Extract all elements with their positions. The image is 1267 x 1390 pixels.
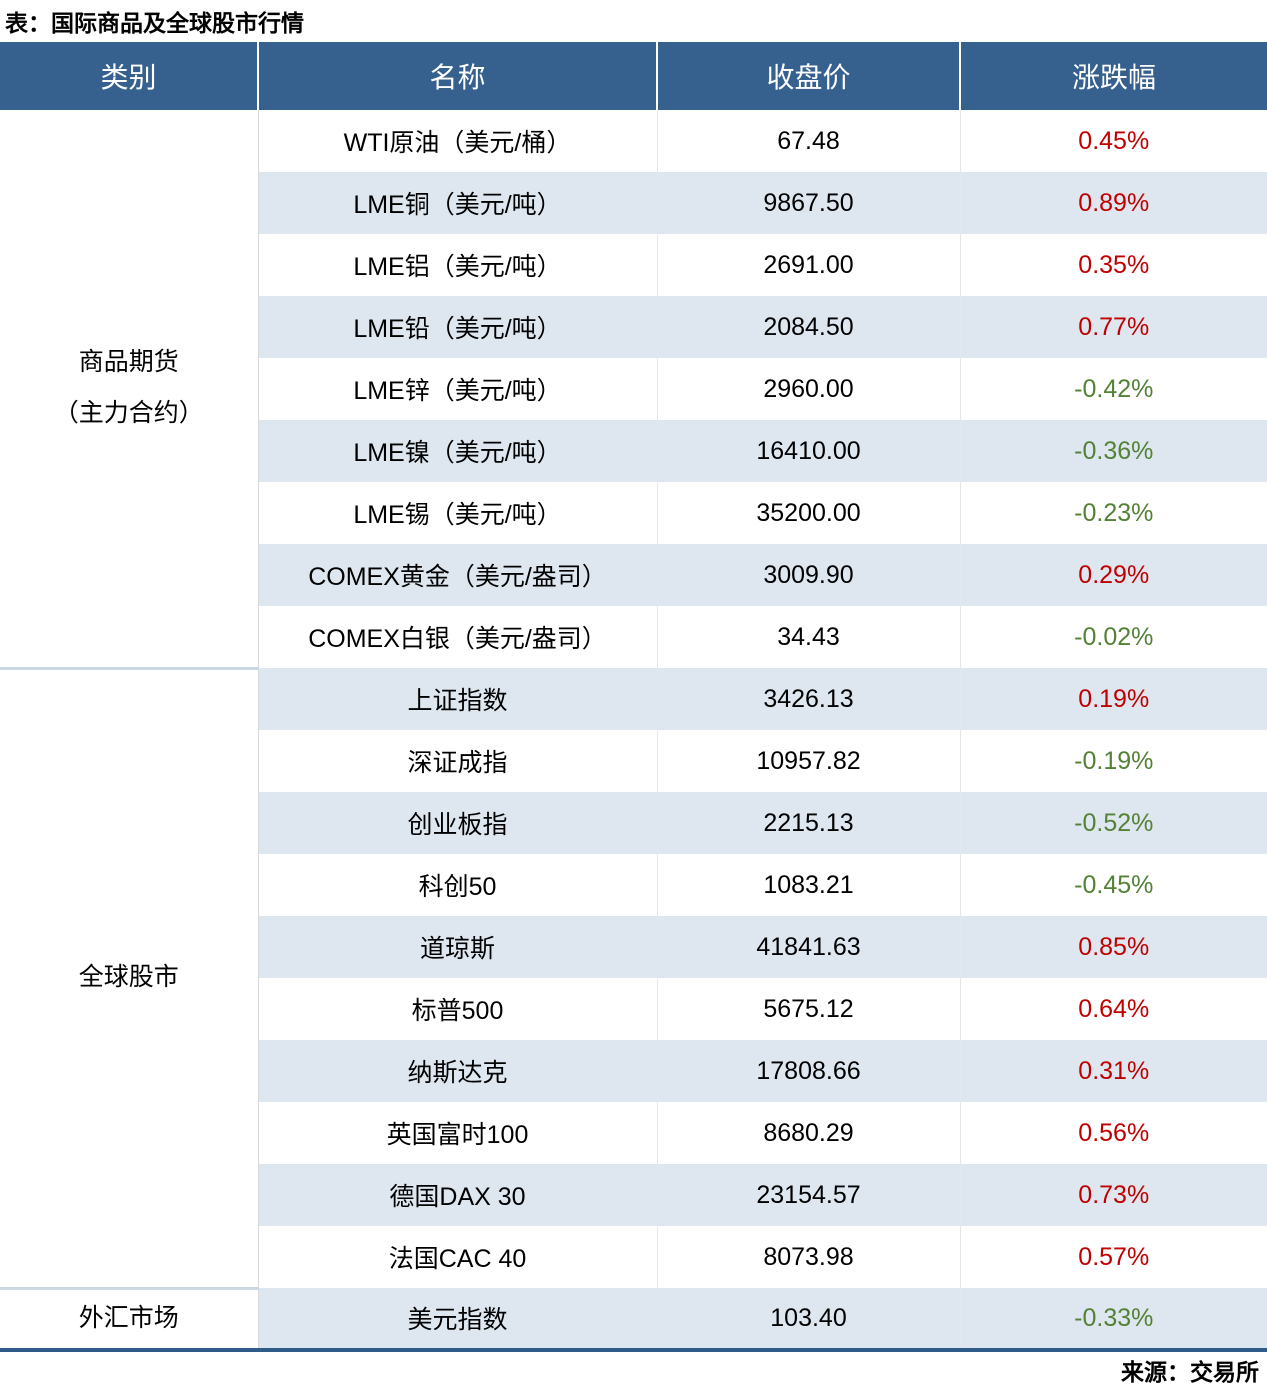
change-cell: 0.56%	[1078, 1118, 1150, 1147]
name-cell: 英国富时100	[258, 1102, 658, 1164]
table-row: 法国CAC 40 8073.98 0.57%	[0, 1226, 1267, 1288]
category-cell-commodities: 商品期货 （主力合约）	[0, 110, 259, 668]
name-cell: 纳斯达克	[258, 1040, 658, 1102]
close-cell: 8680.29	[657, 1102, 961, 1164]
change-cell: -0.33%	[960, 1288, 1267, 1350]
name-cell: 道琼斯	[258, 916, 658, 978]
column-header-name: 名称	[258, 42, 658, 110]
close-cell: 3009.90	[657, 544, 961, 606]
change-cell: 0.64%	[1078, 994, 1150, 1023]
close-cell: 8073.98	[657, 1226, 961, 1288]
change-cell: 0.73%	[960, 1164, 1267, 1226]
close-cell: 2691.00	[657, 234, 961, 296]
table-row: 全球股市 上证指数 3426.13 0.19%	[0, 666, 1267, 1288]
name-cell: LME锌（美元/吨）	[258, 358, 658, 420]
change-cell: -0.36%	[960, 420, 1267, 482]
close-cell: 35200.00	[657, 482, 961, 544]
name-cell: LME锡（美元/吨）	[258, 482, 658, 544]
name-cell: 创业板指	[258, 792, 658, 854]
close-cell: 23154.57	[657, 1164, 961, 1226]
change-cell: 0.19%	[960, 668, 1267, 730]
category-cell-global-stocks: 全球股市	[0, 666, 259, 1288]
header-row: 类别 名称 收盘价 涨跌幅	[0, 42, 1267, 110]
name-cell: COMEX黄金（美元/盎司）	[258, 544, 658, 606]
table-row: COMEX黄金（美元/盎司） 3009.90 0.29%	[0, 544, 1267, 606]
close-cell: 2960.00	[657, 358, 961, 420]
close-cell: 34.43	[657, 606, 961, 668]
close-cell: 2084.50	[657, 296, 961, 358]
change-cell: -0.52%	[960, 792, 1267, 854]
table-row: 商品期货 （主力合约） WTI原油（美元/桶） 67.48 0.45%	[0, 110, 1267, 668]
name-cell: 德国DAX 30	[258, 1164, 658, 1226]
name-cell: 科创50	[258, 854, 658, 916]
close-cell: 103.40	[657, 1288, 961, 1350]
name-cell: LME镍（美元/吨）	[258, 420, 658, 482]
name-cell: 标普500	[258, 978, 658, 1040]
change-cell: 0.57%	[1078, 1242, 1150, 1271]
close-cell: 67.48	[657, 110, 961, 172]
close-cell: 16410.00	[657, 420, 961, 482]
close-cell: 3426.13	[657, 668, 961, 730]
change-cell: -0.45%	[1074, 870, 1154, 899]
name-cell: COMEX白银（美元/盎司）	[258, 606, 658, 668]
name-cell: 美元指数	[258, 1288, 658, 1350]
change-cell: 0.35%	[1078, 250, 1150, 279]
name-cell: 深证成指	[258, 730, 658, 792]
change-cell: -0.23%	[1074, 498, 1154, 527]
change-cell: 0.29%	[960, 544, 1267, 606]
column-header-close: 收盘价	[657, 42, 961, 110]
name-cell: LME铅（美元/吨）	[258, 296, 658, 358]
close-cell: 1083.21	[657, 854, 961, 916]
close-cell: 10957.82	[657, 730, 961, 792]
name-cell: 法国CAC 40	[258, 1226, 658, 1288]
change-cell: -0.02%	[1074, 622, 1154, 651]
name-cell: 上证指数	[258, 668, 658, 730]
name-cell: LME铝（美元/吨）	[258, 234, 658, 296]
column-header-change: 涨跌幅	[960, 42, 1267, 110]
change-cell: 0.77%	[960, 296, 1267, 358]
page-title: 表：国际商品及全球股市行情	[5, 10, 304, 36]
change-cell: -0.42%	[1074, 374, 1154, 403]
close-cell: 17808.66	[657, 1040, 961, 1102]
category-cell-forex: 外汇市场	[0, 1286, 259, 1350]
close-cell: 9867.50	[657, 172, 961, 234]
change-cell: -0.19%	[1074, 746, 1154, 775]
column-header-category: 类别	[0, 42, 259, 110]
change-cell: 0.45%	[1078, 126, 1150, 155]
table-row: 外汇市场 美元指数 103.40 -0.33%	[0, 1286, 1267, 1350]
change-cell: 0.89%	[960, 172, 1267, 234]
close-cell: 2215.13	[657, 792, 961, 854]
source-label: 来源：交易所	[1121, 1359, 1259, 1385]
close-cell: 5675.12	[657, 978, 961, 1040]
table-row: LME铜（美元/吨） 9867.50 0.89%	[0, 172, 1267, 234]
change-cell: 0.85%	[960, 916, 1267, 978]
name-cell: WTI原油（美元/桶）	[258, 110, 658, 172]
close-cell: 41841.63	[657, 916, 961, 978]
market-table: 类别 名称 收盘价 涨跌幅 商品期货 （主力合约） WTI原油（美元/桶） 67…	[0, 42, 1267, 1352]
name-cell: LME铜（美元/吨）	[258, 172, 658, 234]
change-cell: 0.31%	[960, 1040, 1267, 1102]
